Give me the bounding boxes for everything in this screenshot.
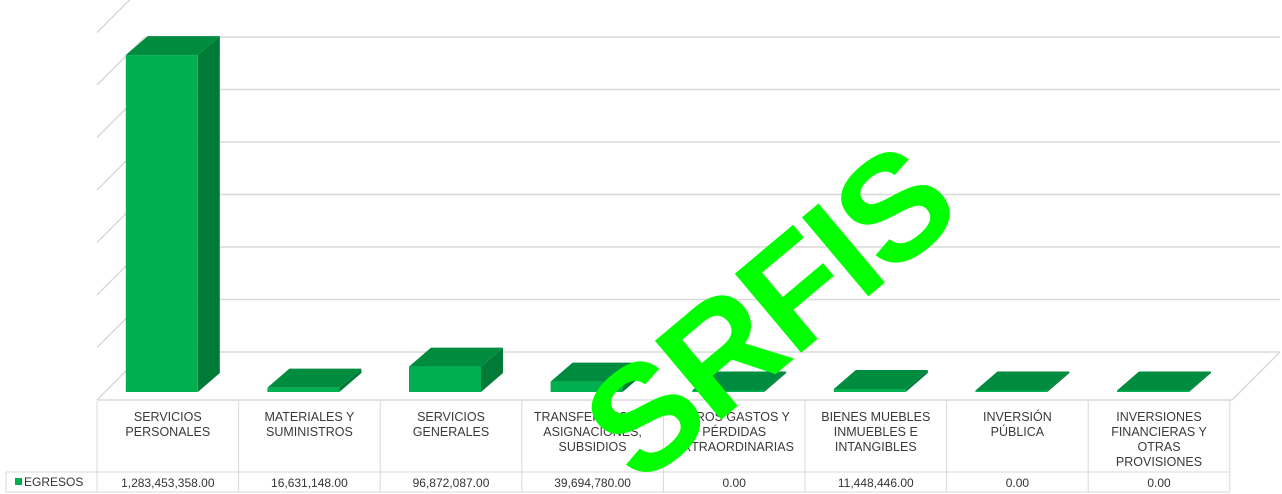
value-cell: 11,448,446.00 bbox=[838, 476, 914, 490]
bar-6 bbox=[975, 371, 1070, 392]
value-cell: 1,283,453,358.00 bbox=[121, 476, 215, 490]
category-label-line: GENERALES bbox=[413, 425, 489, 439]
value-cell: 0.00 bbox=[723, 476, 747, 490]
bar-top bbox=[833, 369, 928, 389]
category-label: SERVICIOS PERSONALES bbox=[125, 410, 210, 439]
bar-0 bbox=[125, 36, 220, 392]
bar-front bbox=[833, 388, 906, 392]
bar-side bbox=[622, 362, 645, 392]
legend-key bbox=[15, 478, 22, 485]
bar-front bbox=[125, 55, 198, 392]
bar-top bbox=[975, 371, 1070, 391]
value-cell: 16,631,148.00 bbox=[271, 476, 348, 490]
category-label-line: PERSONALES bbox=[125, 425, 210, 439]
category-label: SERVICIOS GENERALES bbox=[413, 410, 489, 439]
bar-top bbox=[550, 362, 645, 382]
value-cell: 96,872,087.00 bbox=[413, 476, 490, 490]
bar-front bbox=[692, 390, 765, 392]
category-label-line: INVERSIONES bbox=[1116, 410, 1201, 424]
value-cell: 0.00 bbox=[1147, 476, 1171, 490]
category-label-line: INMUEBLES E bbox=[834, 425, 918, 439]
gridlines bbox=[96, 0, 1281, 401]
bar-top bbox=[125, 36, 220, 56]
category-label: INVERSIONES FINANCIERAS Y OTRAS PROVISIONES bbox=[1111, 410, 1207, 469]
bar-side bbox=[197, 36, 220, 392]
watermark-text: SRFIS bbox=[553, 113, 984, 494]
bar-side bbox=[339, 368, 362, 392]
gridline-depth bbox=[96, 36, 146, 86]
bar-side bbox=[905, 369, 928, 392]
bar-side bbox=[481, 347, 503, 392]
category-label: OTROS GASTOS Y PÉRDIDAS EXTRAORDINARIAS bbox=[674, 410, 793, 454]
bar-side bbox=[1189, 371, 1211, 392]
category-label-line: SERVICIOS bbox=[134, 410, 202, 424]
value-cell: 39,694,780.00 bbox=[554, 476, 631, 490]
category-label-line: EXTRAORDINARIAS bbox=[674, 440, 793, 454]
bar-top bbox=[692, 371, 787, 391]
bar-front bbox=[550, 381, 623, 392]
bar-side bbox=[764, 371, 787, 392]
category-label-line: SUBSIDIOS bbox=[559, 440, 627, 454]
category-label-line: INVERSIÓN bbox=[983, 409, 1052, 424]
bar-front bbox=[409, 366, 481, 392]
category-label-line: PROVISIONES bbox=[1116, 455, 1202, 469]
category-label-line: OTRAS bbox=[1137, 440, 1180, 454]
bar-top bbox=[267, 368, 362, 388]
bar-7 bbox=[1117, 371, 1211, 392]
category-label: TRANSFERENCIAS, ASIGNACIONES, SUBSIDIOS bbox=[534, 410, 651, 454]
bar-front bbox=[267, 387, 340, 392]
category-label: INVERSIÓN PÚBLICA bbox=[983, 409, 1052, 439]
category-label-line: SERVICIOS bbox=[417, 410, 485, 424]
bar-5 bbox=[833, 369, 928, 392]
category-label-line: BIENES MUEBLES bbox=[821, 410, 930, 424]
category-label-line: SUMINISTROS bbox=[266, 425, 353, 439]
gridline-depth bbox=[96, 0, 131, 34]
category-label-line: PÉRDIDAS bbox=[702, 424, 766, 439]
category-label: BIENES MUEBLES INMUEBLES E INTANGIBLES bbox=[821, 410, 930, 454]
bar-4 bbox=[692, 371, 787, 392]
category-label: MATERIALES Y SUMINISTROS bbox=[264, 410, 355, 439]
category-label-line: INTANGIBLES bbox=[835, 440, 917, 454]
category-label-line: MATERIALES Y bbox=[264, 410, 355, 424]
category-label-line: ASIGNACIONES, bbox=[543, 425, 642, 439]
bar-front bbox=[1117, 390, 1189, 392]
bar-front bbox=[975, 390, 1048, 392]
bar-3 bbox=[550, 362, 645, 392]
value-cell: 0.00 bbox=[1006, 476, 1030, 490]
floor-right-edge bbox=[1231, 351, 1281, 401]
bar-side bbox=[1047, 371, 1070, 392]
series-name: EGRESOS bbox=[24, 475, 83, 489]
category-label-line: TRANSFERENCIAS, bbox=[534, 410, 651, 424]
bar-2 bbox=[409, 347, 503, 392]
category-label-line: PÚBLICA bbox=[991, 424, 1045, 439]
bars bbox=[125, 36, 1211, 392]
watermark: SRFIS bbox=[553, 113, 984, 494]
category-label-line: OTROS GASTOS Y bbox=[679, 410, 791, 424]
category-label-line: FINANCIERAS Y bbox=[1111, 425, 1207, 439]
bar-top bbox=[409, 347, 503, 367]
bar-top bbox=[1117, 371, 1211, 391]
bar-1 bbox=[267, 368, 362, 392]
